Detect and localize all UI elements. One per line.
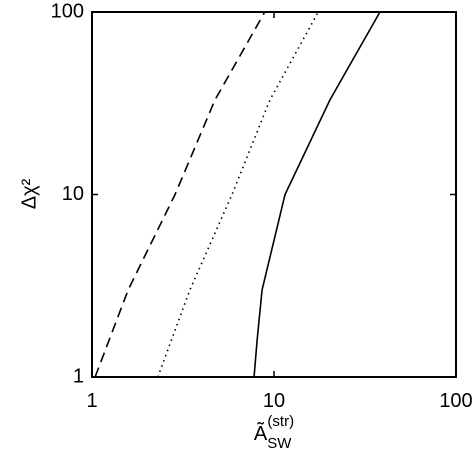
y-tick-label: 100 [51, 0, 84, 22]
plot-frame [91, 11, 457, 378]
x-label-sup: (str) [267, 413, 294, 430]
curve [157, 11, 319, 378]
curve [94, 11, 266, 378]
curve [253, 11, 381, 378]
x-axis-label: ÃSW (str) [254, 413, 294, 452]
x-label-sub: SW [267, 435, 292, 452]
y-tick-label: 1 [73, 365, 84, 387]
x-tick-label: 1 [86, 390, 97, 412]
y-tick-label: 10 [62, 183, 84, 205]
y-axis-label: Δχ² [18, 178, 40, 209]
x-tick-label: 100 [439, 390, 472, 412]
x-label-base: Ã [254, 421, 268, 445]
x-tick-label: 10 [263, 390, 285, 412]
